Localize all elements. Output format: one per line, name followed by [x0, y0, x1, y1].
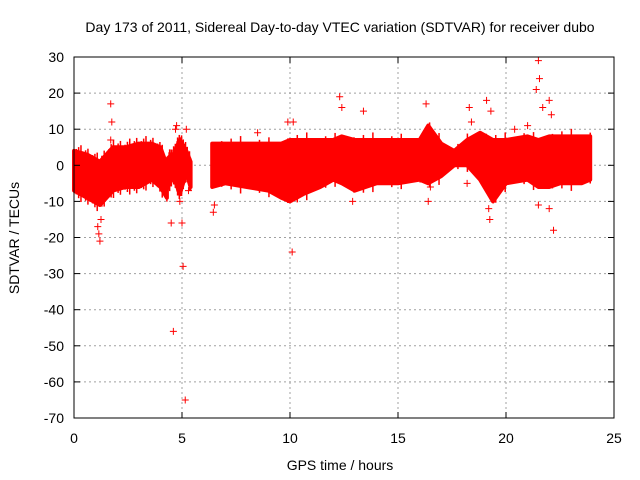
data-point: [532, 85, 540, 93]
data-point: [485, 205, 493, 213]
y-tick-label: 20: [48, 85, 64, 101]
axis-tick-labels: 0 5 10 15 20 25 -70 -60 -50 -40 -30 -20 -10 0 10 20 30: [44, 49, 622, 446]
x-tick-label: 15: [390, 430, 406, 446]
data-point: [422, 100, 430, 108]
data-point: [182, 125, 190, 133]
data-point: [426, 183, 434, 191]
data-point: [107, 100, 115, 108]
data-point: [209, 208, 217, 216]
y-tick-label: 10: [48, 121, 64, 137]
y-tick-label: -60: [44, 374, 64, 390]
x-tick-label: 0: [70, 430, 78, 446]
x-axis-label: GPS time / hours: [287, 457, 394, 473]
data-point: [539, 104, 547, 112]
data-point: [179, 262, 187, 270]
data-point: [289, 118, 297, 126]
data-point: [424, 197, 432, 205]
data-point: [535, 75, 543, 83]
data-point: [534, 201, 542, 209]
data-point: [172, 125, 180, 133]
data-point: [545, 205, 553, 213]
data-point: [210, 201, 218, 209]
data-point: [181, 396, 189, 404]
data-point: [96, 237, 104, 245]
y-tick-label: 30: [48, 49, 64, 65]
y-tick-label: -20: [44, 230, 64, 246]
axis-ticks: [73, 56, 615, 419]
x-tick-label: 20: [498, 430, 514, 446]
data-point: [95, 230, 103, 238]
data-point: [173, 122, 181, 130]
y-tick-label: -40: [44, 302, 64, 318]
data-bands: [72, 122, 593, 212]
data-point: [336, 93, 344, 101]
data-point: [178, 219, 186, 227]
y-tick-label: -70: [44, 410, 64, 426]
data-point: [486, 215, 494, 223]
y-axis-label: SDTVAR / TECUs: [6, 182, 22, 294]
data-point: [467, 118, 475, 126]
y-tick-label: -10: [44, 193, 64, 209]
data-point: [97, 215, 105, 223]
data-point: [107, 136, 115, 144]
data-point: [463, 179, 471, 187]
data-point: [534, 57, 542, 65]
x-tick-label: 10: [282, 430, 298, 446]
data-point: [184, 187, 192, 195]
data-point: [483, 96, 491, 104]
data-point: [487, 107, 495, 115]
data-point: [338, 104, 346, 112]
data-point: [349, 197, 357, 205]
data-point: [511, 125, 519, 133]
data-point: [169, 327, 177, 335]
data-point: [176, 197, 184, 205]
data-point: [545, 96, 553, 104]
data-points: [94, 57, 558, 404]
x-tick-label: 5: [178, 430, 186, 446]
chart-title: Day 173 of 2011, Sidereal Day-to-day VTE…: [85, 19, 594, 35]
data-point: [547, 111, 555, 119]
y-tick-label: -50: [44, 338, 64, 354]
data-point: [550, 226, 558, 234]
y-tick-label: -30: [44, 266, 64, 282]
data-point: [254, 129, 262, 137]
data-point: [524, 122, 532, 130]
data-point: [465, 104, 473, 112]
x-tick-label: 25: [606, 430, 622, 446]
data-point: [167, 219, 175, 227]
data-point: [94, 223, 102, 231]
y-tick-label: 0: [56, 157, 64, 173]
data-point: [288, 248, 296, 256]
data-point: [108, 118, 116, 126]
data-point: [359, 107, 367, 115]
